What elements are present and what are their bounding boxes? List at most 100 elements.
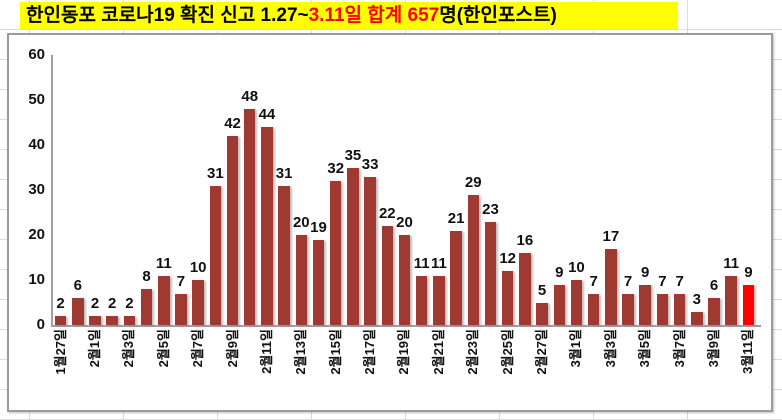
bar-value-label: 9 [641, 263, 650, 281]
plot-area: 0 10 20 30 40 50 60 2 1월27일 6 2 2월1일 2 2 2월3일 8 11 2월5일 7 1… [9, 35, 771, 410]
x-axis-label: 2월17일 [362, 329, 378, 375]
bar [450, 230, 462, 325]
bar [209, 185, 222, 325]
bar [158, 275, 170, 325]
bar [587, 293, 600, 325]
y-axis-line [51, 55, 53, 325]
bar-value-label: 11 [430, 254, 447, 272]
x-axis-label: 2월13일 [293, 329, 309, 375]
bar [467, 194, 480, 325]
bar-value-label: 16 [516, 232, 534, 249]
x-axis-label: 2월27일 [534, 329, 550, 375]
bar [381, 226, 394, 325]
bar [192, 280, 204, 325]
x-axis-label: 3월7일 [671, 329, 687, 368]
x-axis-label: 2월15일 [327, 329, 343, 375]
x-axis-label: 2월1일 [86, 329, 102, 368]
x-axis-label: 2월11일 [258, 329, 274, 374]
bar [175, 293, 187, 325]
bar [501, 271, 514, 325]
bar-value-label: 31 [207, 164, 224, 182]
bar-value-label: 10 [568, 259, 585, 276]
bar [226, 136, 239, 325]
y-axis-label: 0 [36, 316, 45, 333]
x-axis-label: 2월5일 [155, 329, 171, 368]
y-axis-label: 10 [28, 271, 45, 288]
bar [89, 316, 101, 325]
bar-value-label: 32 [327, 160, 345, 177]
bar-value-label: 21 [447, 209, 465, 227]
bar [519, 253, 531, 325]
bar-value-label: 2 [90, 295, 100, 312]
x-axis-label: 2월21일 [430, 329, 446, 375]
bar [433, 275, 445, 325]
bar-value-label: 29 [464, 173, 482, 191]
bar-value-label: 33 [361, 155, 379, 173]
chart-frame: 0 10 20 30 40 50 60 2 1월27일 6 2 2월1일 2 2 2월3일 8 11 2월5일 7 1… [7, 33, 773, 412]
bar-value-label: 19 [310, 218, 327, 236]
bar [243, 109, 256, 325]
bar-value-label: 11 [413, 254, 430, 272]
bar [415, 275, 428, 325]
bar-value-label: 20 [292, 214, 310, 231]
bar [639, 284, 651, 325]
bar-value-label: 7 [589, 272, 598, 290]
bar-value-label: 5 [537, 281, 547, 299]
bar-value-label: 2 [56, 295, 65, 312]
bar [605, 248, 617, 325]
bar [261, 127, 273, 325]
bar-value-label: 10 [189, 259, 207, 276]
bar-value-label: 44 [258, 106, 276, 123]
x-axis-label: 3월3일 [602, 329, 618, 368]
bar [278, 185, 290, 325]
bar-value-label: 12 [499, 250, 516, 267]
x-axis-label: 2월19일 [396, 329, 412, 375]
x-axis-label: 2월3일 [121, 329, 137, 368]
bar-value-label: 9 [744, 263, 753, 281]
bar-value-label: 7 [176, 272, 186, 290]
bar-value-label: 6 [709, 277, 719, 294]
bar [536, 302, 548, 325]
bar-value-label: 9 [555, 263, 564, 281]
bar-value-label: 48 [241, 88, 259, 105]
bar-value-label: 17 [602, 227, 620, 245]
x-axis-label: 3월11일 [740, 329, 756, 374]
bar [673, 293, 686, 325]
bar-value-label: 6 [73, 277, 82, 294]
bar-value-label: 31 [275, 164, 293, 182]
x-axis-label: 3월9일 [706, 329, 721, 368]
x-axis-label: 2월23일 [465, 329, 481, 375]
x-axis-line [51, 325, 761, 327]
bar [106, 316, 118, 325]
bar [295, 235, 308, 325]
bar [622, 293, 634, 325]
chart-title-cell: 한인동포 코로나19 확진 신고 1.27~3.11일 합계 657명(한인포스… [20, 2, 678, 29]
title-segment-2: 3.11일 합계 657 [308, 5, 440, 26]
y-axis-label: 20 [28, 226, 45, 243]
bar [570, 280, 583, 325]
bar [398, 235, 411, 325]
bar-value-label: 22 [378, 205, 396, 222]
y-axis-label: 40 [28, 136, 45, 153]
y-axis-label: 50 [28, 91, 45, 108]
bar [72, 298, 84, 325]
bar-value-label: 7 [658, 272, 667, 290]
bar-value-label: 11 [155, 254, 172, 272]
bar-value-label: 35 [344, 146, 362, 164]
bar [329, 181, 342, 325]
bar [123, 316, 136, 325]
bar-value-label: 42 [224, 115, 241, 132]
bar-value-label: 7 [623, 272, 633, 290]
title-segment-3: 명(한인포스트) [439, 5, 557, 26]
x-axis-label: 2월9일 [224, 329, 240, 368]
bar [725, 275, 737, 325]
bar-value-label: 7 [675, 272, 684, 290]
bar-value-label: 11 [723, 254, 740, 272]
bar-value-label: 8 [142, 268, 151, 285]
bar [54, 316, 67, 325]
x-axis-label: 3월1일 [568, 329, 584, 368]
bar [656, 293, 669, 325]
bar-value-label: 2 [108, 295, 117, 312]
bar [691, 311, 703, 325]
bar [347, 167, 359, 325]
